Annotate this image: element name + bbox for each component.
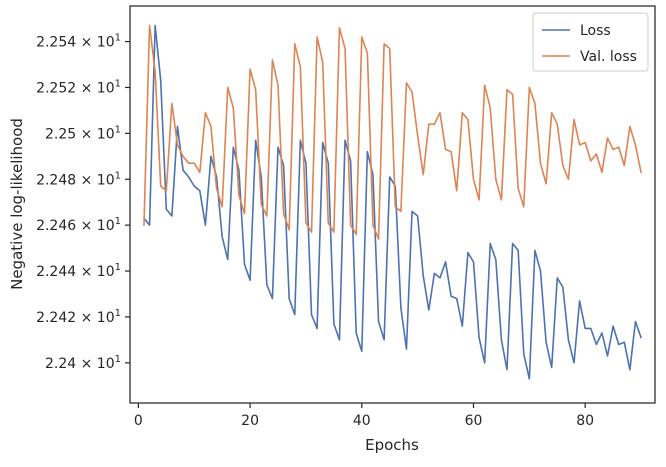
series-line-loss <box>143 24 642 380</box>
y-tick-label: 2.244 × 101 <box>36 262 121 280</box>
y-tick-mantissa: 2.252 <box>36 80 76 96</box>
y-tick-base: × 10 <box>76 35 114 51</box>
y-tick-exponent: 1 <box>115 78 121 89</box>
y-tick-base: × 10 <box>76 264 114 280</box>
x-tick-label: 80 <box>576 413 594 429</box>
y-tick-mantissa: 2.254 <box>36 35 76 51</box>
y-tick-label: 2.246 × 101 <box>36 216 121 234</box>
y-tick-exponent: 1 <box>115 262 121 273</box>
y-tick-exponent: 1 <box>115 170 121 181</box>
y-tick-exponent: 1 <box>115 33 121 44</box>
y-tick-label: 2.252 × 101 <box>36 78 121 96</box>
y-axis-label: Negative log-likelihood <box>8 118 26 290</box>
y-tick-base: × 10 <box>76 356 114 372</box>
x-axis-label: Epochs <box>365 436 419 454</box>
x-tick-label: 40 <box>353 413 371 429</box>
y-tick-base: × 10 <box>76 126 114 142</box>
y-tick-exponent: 1 <box>115 124 121 135</box>
y-tick-label: 2.25 × 101 <box>45 124 121 142</box>
x-axis-ticks: 0 20 40 60 80 <box>134 403 594 429</box>
y-tick-mantissa: 2.244 <box>36 264 76 280</box>
series-line-val-loss <box>143 24 642 240</box>
y-tick-label: 2.254 × 101 <box>36 33 121 51</box>
y-tick-mantissa: 2.25 <box>45 126 76 142</box>
legend-label-loss: Loss <box>580 23 611 39</box>
y-tick-base: × 10 <box>76 172 114 188</box>
y-tick-base: × 10 <box>76 218 114 234</box>
x-tick-label: 20 <box>241 413 259 429</box>
y-tick-mantissa: 2.242 <box>36 310 76 326</box>
series-layer <box>143 24 642 380</box>
y-tick-label: 2.248 × 101 <box>36 170 121 188</box>
x-tick-label: 0 <box>134 413 143 429</box>
x-tick-label: 60 <box>465 413 483 429</box>
y-tick-mantissa: 2.24 <box>45 356 76 372</box>
y-tick-exponent: 1 <box>115 308 121 319</box>
y-tick-mantissa: 2.248 <box>36 172 76 188</box>
legend: Loss Val. loss <box>532 12 649 72</box>
y-tick-label: 2.24 × 101 <box>45 354 121 372</box>
y-tick-exponent: 1 <box>115 216 121 227</box>
y-tick-base: × 10 <box>76 80 114 96</box>
y-tick-mantissa: 2.246 <box>36 218 76 234</box>
y-tick-base: × 10 <box>76 310 114 326</box>
y-tick-label: 2.242 × 101 <box>36 308 121 326</box>
y-tick-exponent: 1 <box>115 354 121 365</box>
legend-label-val-loss: Val. loss <box>580 49 637 65</box>
